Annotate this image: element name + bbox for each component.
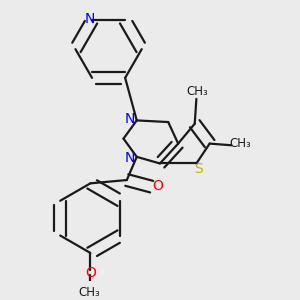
Text: S: S	[194, 162, 203, 176]
Text: N: N	[84, 13, 94, 26]
Text: N: N	[124, 112, 135, 126]
Text: CH₃: CH₃	[79, 286, 100, 299]
Text: N: N	[124, 151, 135, 164]
Text: CH₃: CH₃	[186, 85, 208, 98]
Text: O: O	[85, 266, 96, 280]
Text: O: O	[152, 179, 163, 193]
Text: CH₃: CH₃	[229, 137, 251, 150]
